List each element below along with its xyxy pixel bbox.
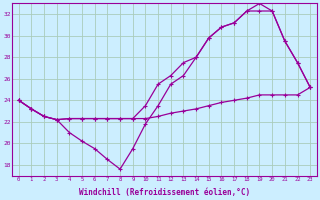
X-axis label: Windchill (Refroidissement éolien,°C): Windchill (Refroidissement éolien,°C) [79,188,250,197]
